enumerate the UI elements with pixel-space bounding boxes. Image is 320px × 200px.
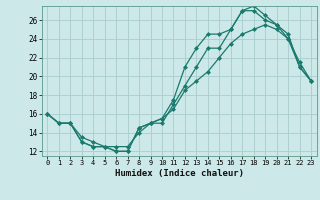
X-axis label: Humidex (Indice chaleur): Humidex (Indice chaleur)	[115, 169, 244, 178]
